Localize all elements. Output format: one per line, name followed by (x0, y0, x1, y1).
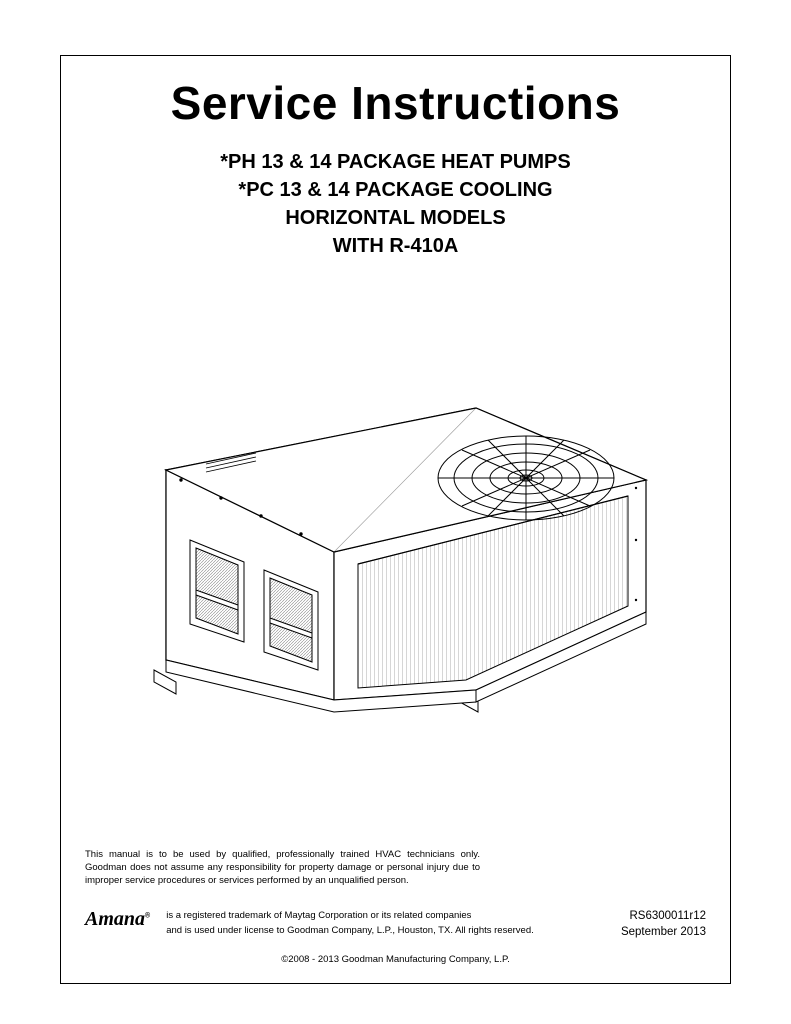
brand-logo: Amana® (85, 908, 158, 931)
brand-text-2: and is used under license to Goodman Com… (166, 925, 534, 936)
main-title: Service Instructions (85, 76, 706, 130)
brand-text-1: is a registered trademark of Maytag Corp… (166, 910, 471, 921)
diagram-container (85, 300, 706, 819)
subtitle-block: *PH 13 & 14 PACKAGE HEAT PUMPS *PC 13 & … (85, 148, 706, 260)
brand-block: Amana® is a registered trademark of Mayt… (85, 908, 621, 938)
doc-code: RS6300011r12 (621, 908, 706, 924)
subtitle-line-4: WITH R-410A (85, 232, 706, 260)
subtitle-line-1: *PH 13 & 14 PACKAGE HEAT PUMPS (85, 148, 706, 176)
subtitle-line-3: HORIZONTAL MODELS (85, 204, 706, 232)
brand-text: is a registered trademark of Maytag Corp… (166, 908, 534, 938)
registered-mark: ® (145, 912, 150, 919)
doc-meta: RS6300011r12 September 2013 (621, 908, 706, 940)
disclaimer-text: This manual is to be used by qualified, … (85, 849, 480, 887)
subtitle-line-2: *PC 13 & 14 PACKAGE COOLING (85, 176, 706, 204)
doc-date: September 2013 (621, 924, 706, 940)
hvac-unit-diagram (126, 380, 666, 740)
brand-name: Amana (85, 908, 145, 930)
copyright: ©2008 - 2013 Goodman Manufacturing Compa… (85, 954, 706, 965)
footer-row: Amana® is a registered trademark of Mayt… (85, 908, 706, 940)
content-frame: Service Instructions *PH 13 & 14 PACKAGE… (60, 55, 731, 984)
